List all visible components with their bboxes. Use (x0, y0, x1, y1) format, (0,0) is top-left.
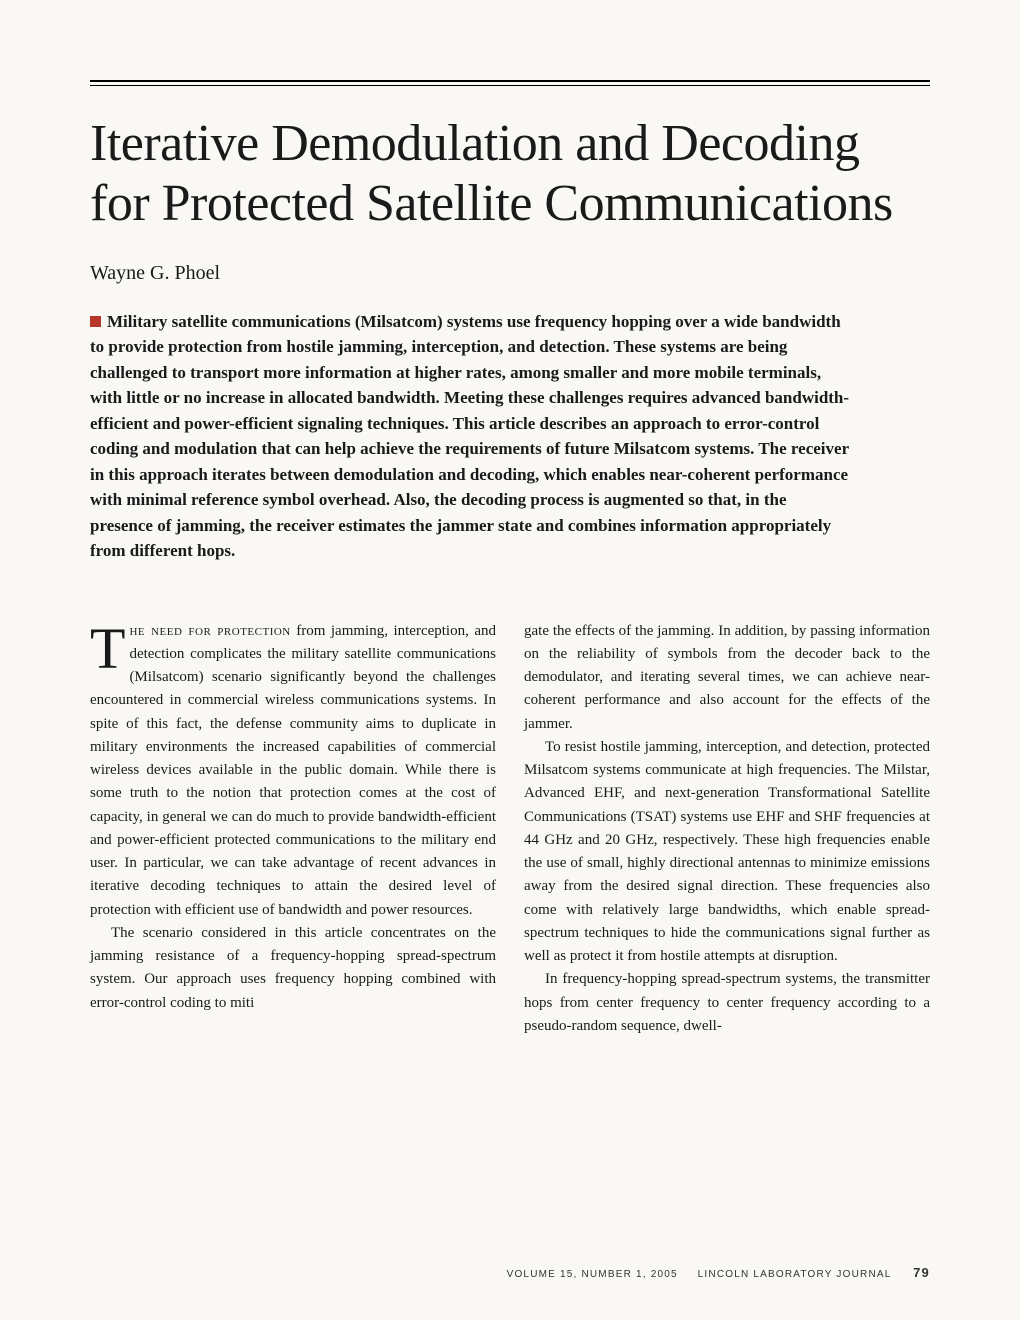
footer-journal: LINCOLN LABORATORY JOURNAL (698, 1269, 891, 1280)
top-rule (90, 80, 930, 86)
article-title: Iterative Demodulation and Decoding for … (90, 114, 930, 234)
paragraph-1: The need for protection from jamming, in… (90, 620, 496, 922)
dropcap: T (90, 624, 125, 673)
column-right: gate the effects of the jamming. In addi… (524, 620, 930, 1039)
body-columns: The need for protection from jamming, in… (90, 620, 930, 1039)
p1-rest: from jamming, interception, and detectio… (90, 623, 496, 918)
paragraph-4: To resist hostile jamming, interception,… (524, 736, 930, 969)
abstract: Military satellite communications (Milsa… (90, 309, 850, 564)
page-number: 79 (913, 1265, 930, 1280)
author-name: Wayne G. Phoel (90, 262, 930, 285)
paragraph-5: In frequency-hopping spread-spectrum sys… (524, 968, 930, 1038)
paragraph-2: The scenario considered in this article … (90, 922, 496, 1015)
abstract-text: Military satellite communications (Milsa… (90, 312, 849, 561)
p1-lead: he need for protection (129, 623, 290, 639)
abstract-marker-icon (90, 316, 101, 327)
page-footer: VOLUME 15, NUMBER 1, 2005 LINCOLN LABORA… (507, 1265, 930, 1280)
paragraph-3: gate the effects of the jamming. In addi… (524, 620, 930, 736)
footer-volume: VOLUME 15, NUMBER 1, 2005 (507, 1269, 678, 1280)
column-left: The need for protection from jamming, in… (90, 620, 496, 1039)
